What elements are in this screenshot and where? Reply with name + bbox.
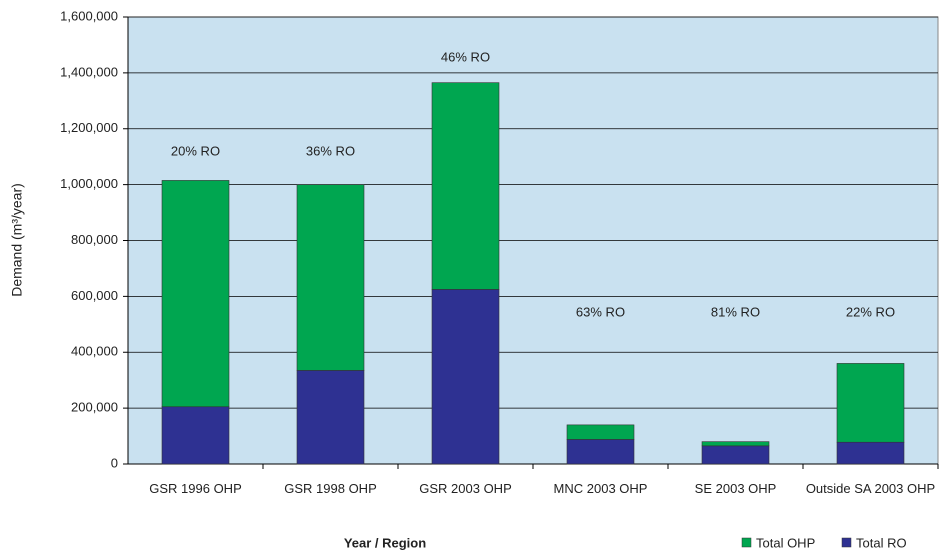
annotation: 63% RO <box>576 304 625 319</box>
bar-segment <box>296 184 365 371</box>
bar-segment <box>566 439 635 465</box>
bar-segment <box>566 424 635 440</box>
x-tick-label-box: SE 2003 OHP <box>694 481 777 496</box>
bar-segment <box>431 289 500 465</box>
annotation: 20% RO <box>171 143 220 158</box>
bar-segment <box>836 441 905 465</box>
legend-swatch <box>841 537 852 548</box>
annotation: 46% RO <box>441 49 490 64</box>
y-tick-label: 1,200,000 <box>60 120 118 135</box>
y-tick-label: 1,400,000 <box>60 64 118 79</box>
y-tick-label: 0 <box>111 455 118 470</box>
y-tick-label: 400,000 <box>71 344 118 359</box>
annotation: 81% RO <box>711 304 760 319</box>
x-tick-label: MNC 2003 OHP <box>553 481 648 496</box>
y-tick-label: 1,000,000 <box>60 176 118 191</box>
x-tick-label-box: GSR 2003 OHP <box>419 481 512 496</box>
x-tick-label: SE 2003 OHP <box>694 481 777 496</box>
annotation: 22% RO <box>846 304 895 319</box>
y-tick-label: 600,000 <box>71 288 118 303</box>
y-axis-label: Demand (m³/year) <box>9 183 25 297</box>
x-tick-label-box: GSR 1998 OHP <box>284 481 377 496</box>
legend-label: Total OHP <box>756 535 815 550</box>
bar-segment <box>836 363 905 443</box>
bar-segment <box>296 370 365 465</box>
y-tick-label: 200,000 <box>71 400 118 415</box>
annotation: 36% RO <box>306 143 355 158</box>
bar-segment <box>161 406 230 465</box>
bar-segment <box>161 180 230 408</box>
legend-swatch <box>741 537 752 548</box>
x-tick-label-box: GSR 1996 OHP <box>149 481 242 496</box>
x-tick-label-box: MNC 2003 OHP <box>553 481 648 496</box>
x-tick-label: GSR 1996 OHP <box>149 481 242 496</box>
x-tick-label: GSR 1998 OHP <box>284 481 377 496</box>
x-tick-label: GSR 2003 OHP <box>419 481 512 496</box>
legend-label: Total RO <box>856 535 907 550</box>
bar-segment <box>431 82 500 290</box>
y-tick-label: 800,000 <box>71 232 118 247</box>
bar-segment <box>701 445 770 465</box>
x-tick-label: Outside SA 2003 OHP <box>805 481 936 496</box>
x-tick-label-box: Outside SA 2003 OHP <box>805 481 936 496</box>
y-tick-label: 1,600,000 <box>60 8 118 23</box>
bar-segment <box>701 441 770 447</box>
x-axis-label: Year / Region <box>344 535 426 550</box>
